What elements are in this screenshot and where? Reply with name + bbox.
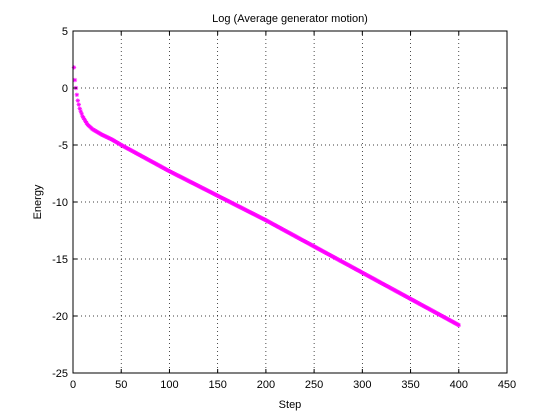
data-series (71, 65, 461, 328)
axis-ticks (72, 30, 508, 374)
x-tick-label: 200 (257, 379, 275, 391)
y-tick-label: -5 (58, 140, 68, 152)
data-point (71, 65, 77, 70)
x-tick-label: 350 (401, 379, 419, 391)
x-tick-label: 150 (208, 379, 226, 391)
x-tick-label: 450 (498, 379, 516, 391)
x-tick-label: 50 (115, 379, 127, 391)
data-point (76, 102, 81, 107)
chart-title: Log (Average generator motion) (212, 13, 368, 25)
x-tick-label: 300 (353, 379, 371, 391)
data-point (74, 92, 80, 98)
y-tick-label: 0 (62, 83, 68, 95)
data-point (456, 322, 461, 328)
y-tick-label: -25 (52, 368, 68, 380)
data-point (83, 119, 88, 124)
y-tick-label: 5 (62, 26, 68, 38)
tick-labels: 0 50 100 150 200 250 300 350 400 450-25-20-15-10-… (52, 26, 516, 391)
y-tick-label: -20 (52, 311, 68, 323)
x-tick-label: 0 (70, 379, 76, 391)
x-tick-label: 400 (450, 379, 468, 391)
y-tick-label: -10 (52, 197, 68, 209)
data-point (78, 108, 83, 114)
x-tick-label: 100 (160, 379, 178, 391)
y-axis-label: Energy (32, 184, 44, 219)
x-tick-label: 250 (305, 379, 323, 391)
y-tick-label: -15 (52, 254, 68, 266)
grid-lines (73, 31, 507, 373)
x-axis-label: Step (279, 399, 302, 411)
data-point (75, 98, 81, 103)
